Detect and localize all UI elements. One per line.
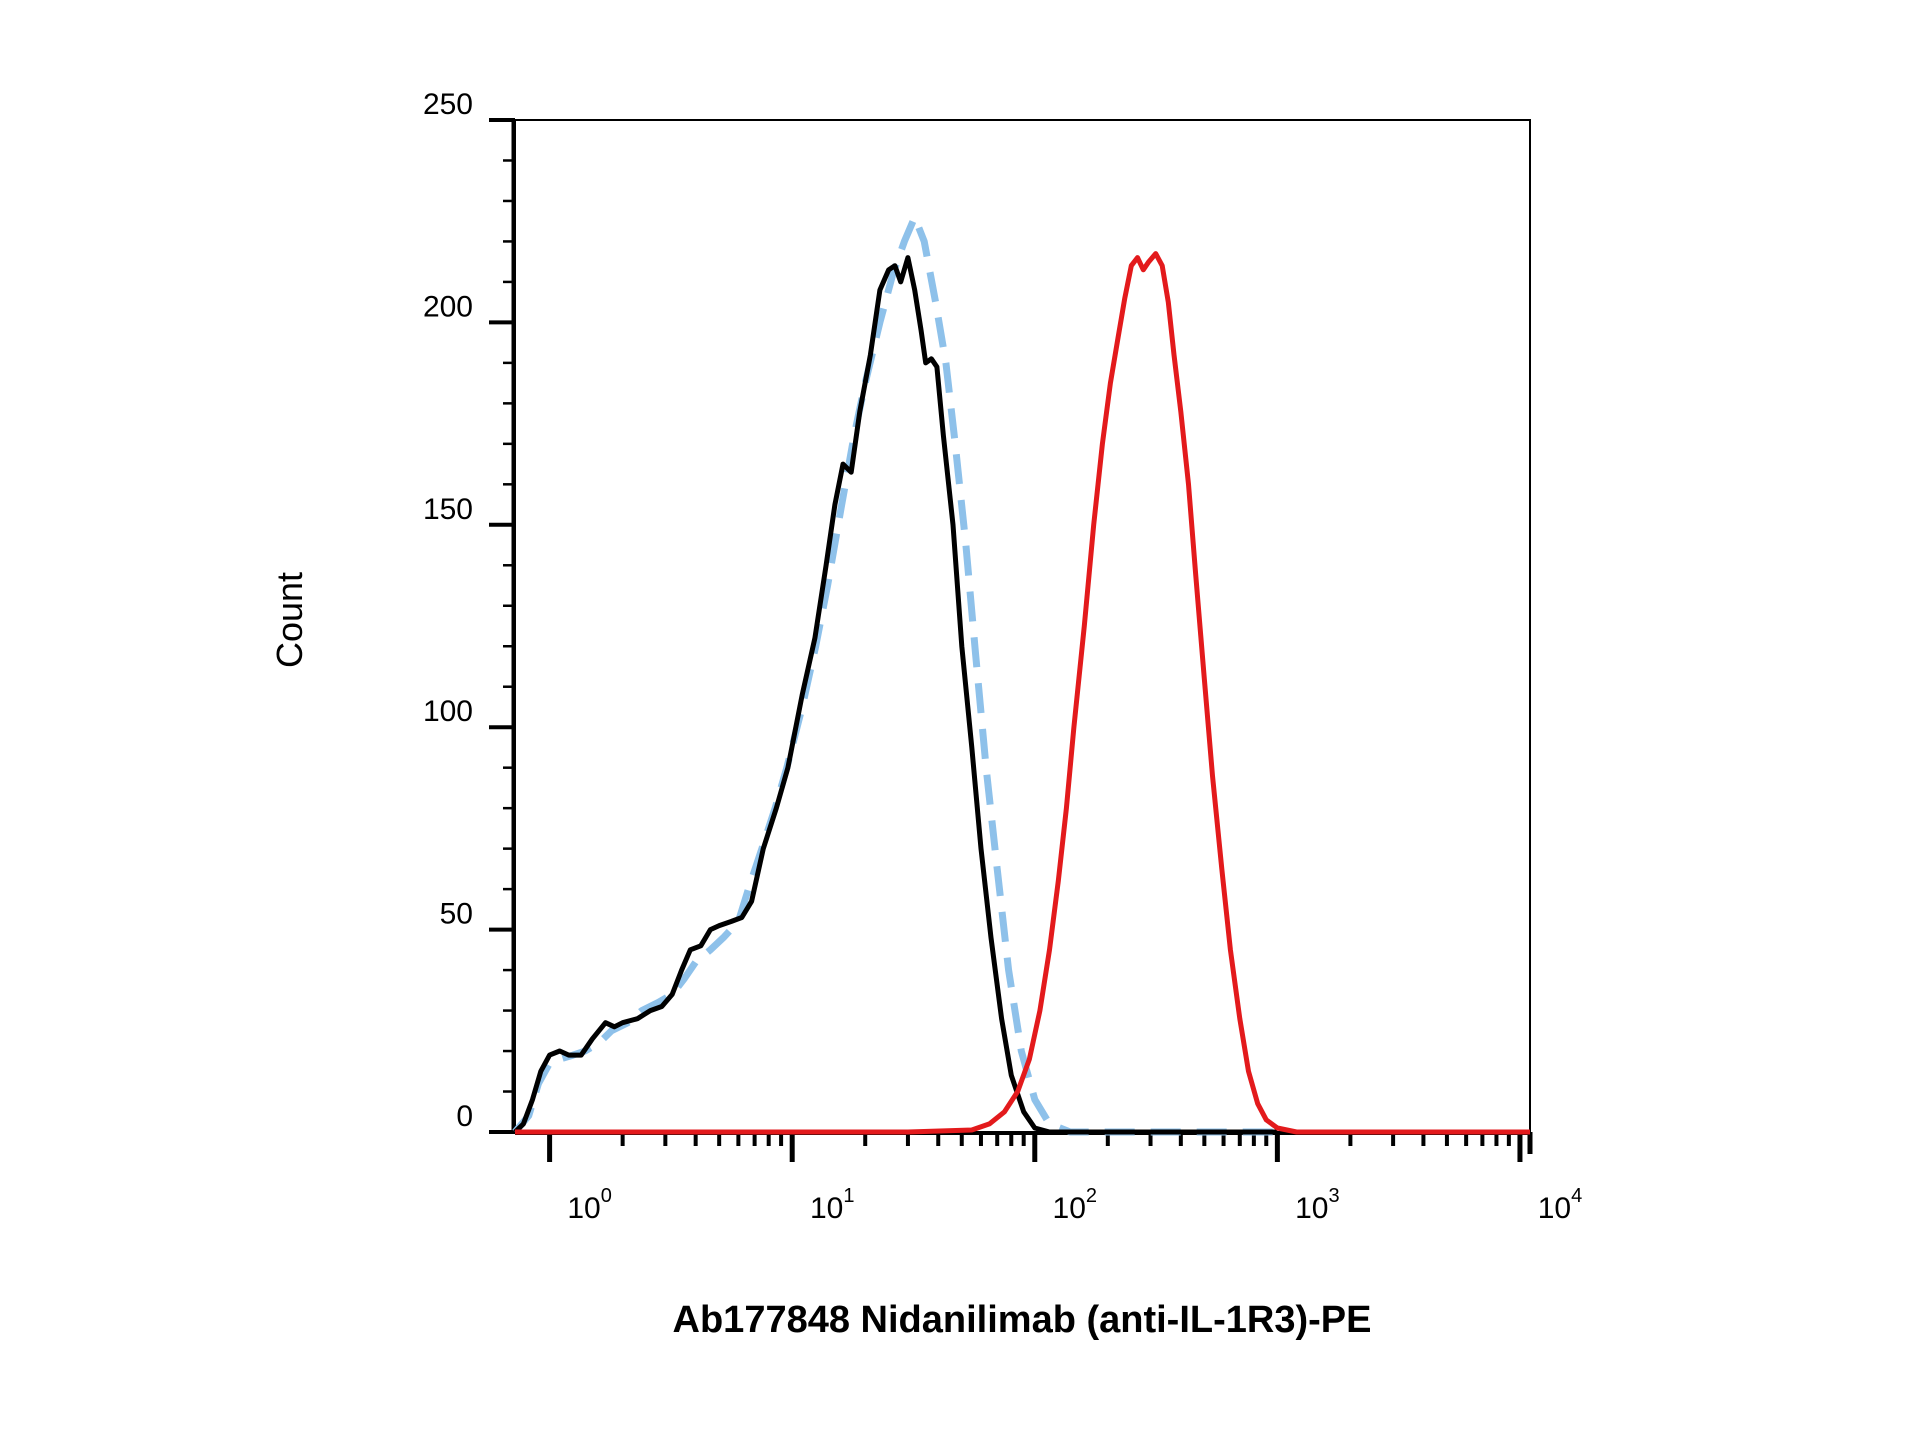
- series-line-3: [515, 251, 1530, 1135]
- series-line-2: [513, 255, 1278, 1135]
- x-tick-label: 103: [1295, 1185, 1340, 1225]
- y-tick-label: 250: [423, 88, 473, 121]
- y-tick-label: 50: [440, 898, 473, 931]
- series-line-1: [512, 213, 1278, 1136]
- y-axis-title: Count: [269, 572, 310, 668]
- y-tick-label: 200: [423, 290, 473, 323]
- x-tick-label: 101: [810, 1185, 855, 1225]
- y-tick-label: 100: [423, 695, 473, 728]
- x-tick-label: 102: [1053, 1185, 1098, 1225]
- y-tick-label: 150: [423, 493, 473, 526]
- y-axis: 0 50 100 150 200 250: [423, 88, 515, 1134]
- series-layer: [512, 213, 1530, 1136]
- plot-frame: [514, 119, 1531, 1133]
- x-tick-label: 104: [1538, 1185, 1583, 1225]
- y-tick-label: 0: [456, 1100, 473, 1133]
- x-tick-label: 100: [567, 1185, 612, 1225]
- x-axis-title: Ab177848 Nidanilimab (anti-IL-1R3)-PE: [673, 1299, 1372, 1341]
- x-axis: 100 101 102 103 104: [515, 1131, 1583, 1225]
